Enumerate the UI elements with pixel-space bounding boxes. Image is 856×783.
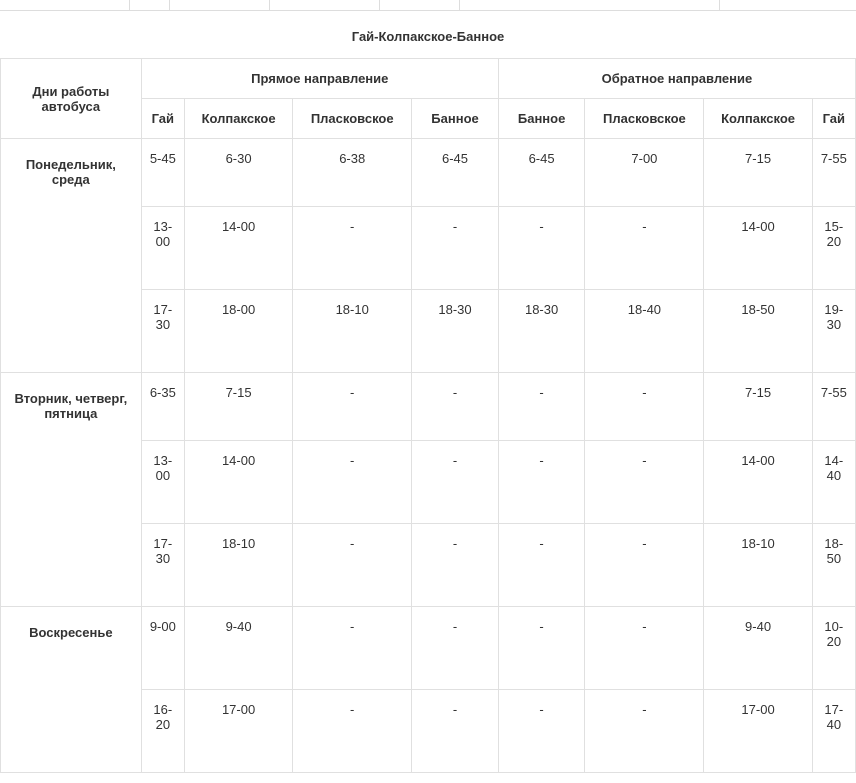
time-cell: 18-50	[812, 524, 855, 607]
table-header: Дни работы автобуса Прямое направление О…	[1, 59, 856, 139]
time-cell: -	[293, 207, 412, 290]
time-cell: 14-00	[184, 207, 292, 290]
top-empty-row	[0, 0, 856, 11]
time-cell: -	[498, 607, 585, 690]
time-cell: 14-40	[812, 441, 855, 524]
table-row: Воскресенье9-009-40----9-4010-20	[1, 607, 856, 690]
time-cell: 15-20	[812, 207, 855, 290]
table-body: Понедельник, среда5-456-306-386-456-457-…	[1, 139, 856, 773]
time-cell: -	[585, 441, 704, 524]
header-col: Гай	[812, 99, 855, 139]
time-cell: 13-00	[141, 207, 184, 290]
time-cell: -	[585, 524, 704, 607]
time-cell: 7-00	[585, 139, 704, 207]
schedule-table: Дни работы автобуса Прямое направление О…	[0, 58, 856, 773]
time-cell: -	[412, 524, 499, 607]
time-cell: 17-30	[141, 290, 184, 373]
time-cell: -	[585, 207, 704, 290]
time-cell: 7-15	[184, 373, 292, 441]
time-cell: -	[293, 524, 412, 607]
time-cell: 18-00	[184, 290, 292, 373]
time-cell: -	[498, 207, 585, 290]
time-cell: 17-40	[812, 690, 855, 773]
header-col: Банное	[412, 99, 499, 139]
header-col: Колпакское	[184, 99, 292, 139]
time-cell: 9-40	[704, 607, 812, 690]
time-cell: 6-45	[498, 139, 585, 207]
time-cell: 10-20	[812, 607, 855, 690]
time-cell: 5-45	[141, 139, 184, 207]
time-cell: -	[498, 373, 585, 441]
time-cell: -	[412, 373, 499, 441]
time-cell: -	[412, 690, 499, 773]
header-backward: Обратное направление	[498, 59, 855, 99]
time-cell: 17-00	[704, 690, 812, 773]
time-cell: -	[585, 607, 704, 690]
time-cell: 18-30	[498, 290, 585, 373]
time-cell: 6-38	[293, 139, 412, 207]
time-cell: 14-00	[704, 441, 812, 524]
time-cell: -	[498, 524, 585, 607]
time-cell: 6-45	[412, 139, 499, 207]
table-row: Вторник, четверг, пятница6-357-15----7-1…	[1, 373, 856, 441]
time-cell: 13-00	[141, 441, 184, 524]
time-cell: 7-15	[704, 373, 812, 441]
header-col: Гай	[141, 99, 184, 139]
time-cell: 9-40	[184, 607, 292, 690]
time-cell: 18-10	[704, 524, 812, 607]
time-cell: -	[585, 690, 704, 773]
time-cell: -	[293, 690, 412, 773]
table-row: Понедельник, среда5-456-306-386-456-457-…	[1, 139, 856, 207]
time-cell: 16-20	[141, 690, 184, 773]
time-cell: 17-00	[184, 690, 292, 773]
time-cell: 17-30	[141, 524, 184, 607]
time-cell: 18-10	[184, 524, 292, 607]
time-cell: 6-35	[141, 373, 184, 441]
time-cell: -	[293, 373, 412, 441]
time-cell: 18-50	[704, 290, 812, 373]
header-col: Пласковское	[293, 99, 412, 139]
time-cell: -	[585, 373, 704, 441]
time-cell: -	[412, 441, 499, 524]
time-cell: 9-00	[141, 607, 184, 690]
time-cell: 18-40	[585, 290, 704, 373]
time-cell: 14-00	[704, 207, 812, 290]
time-cell: 19-30	[812, 290, 855, 373]
time-cell: -	[293, 441, 412, 524]
time-cell: -	[412, 607, 499, 690]
header-col: Банное	[498, 99, 585, 139]
header-col: Пласковское	[585, 99, 704, 139]
route-title: Гай-Колпакское-Банное	[0, 11, 856, 58]
time-cell: -	[293, 607, 412, 690]
time-cell: -	[498, 441, 585, 524]
time-cell: -	[412, 207, 499, 290]
header-col: Колпакское	[704, 99, 812, 139]
time-cell: 18-10	[293, 290, 412, 373]
time-cell: 6-30	[184, 139, 292, 207]
day-cell: Понедельник, среда	[1, 139, 142, 373]
time-cell: 7-55	[812, 373, 855, 441]
header-forward: Прямое направление	[141, 59, 498, 99]
time-cell: 18-30	[412, 290, 499, 373]
day-cell: Вторник, четверг, пятница	[1, 373, 142, 607]
time-cell: 7-55	[812, 139, 855, 207]
time-cell: -	[498, 690, 585, 773]
day-cell: Воскресенье	[1, 607, 142, 773]
time-cell: 14-00	[184, 441, 292, 524]
time-cell: 7-15	[704, 139, 812, 207]
header-days: Дни работы автобуса	[1, 59, 142, 139]
